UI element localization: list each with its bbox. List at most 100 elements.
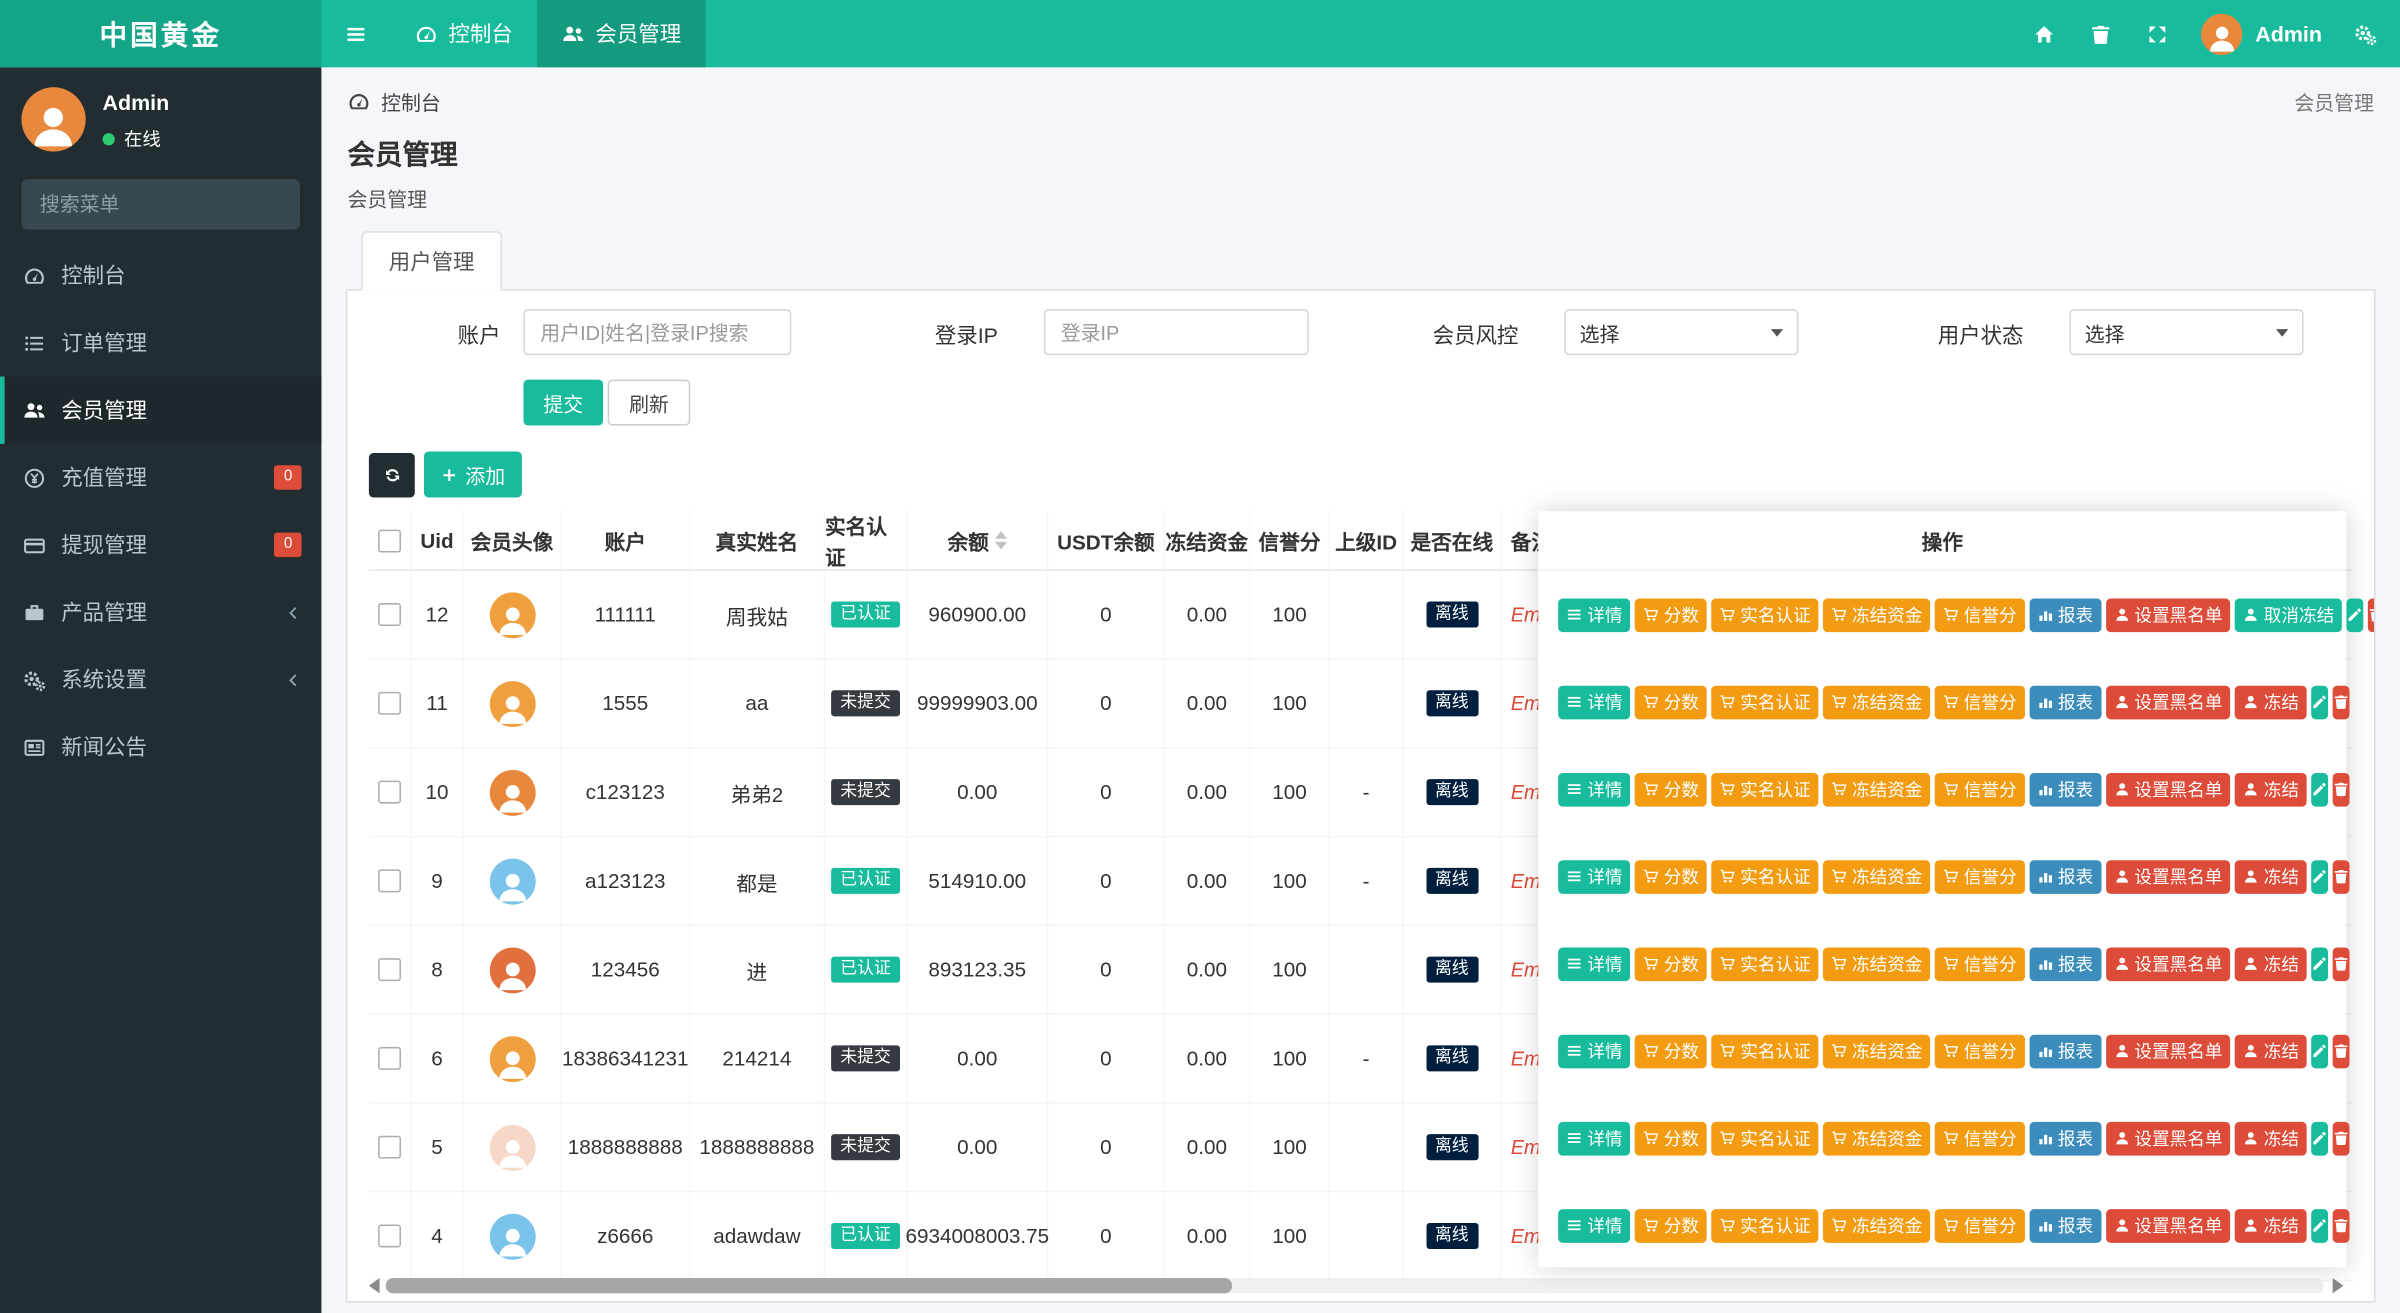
sidebar-item-news[interactable]: 新闻公告	[0, 713, 321, 780]
delete-button[interactable]	[2332, 859, 2350, 894]
freeze-funds-button[interactable]: 冻结资金	[1822, 597, 1931, 632]
status-select[interactable]: 选择	[2069, 309, 2304, 356]
score-button[interactable]: 分数	[1634, 772, 1707, 806]
freeze-button[interactable]: 冻结	[2234, 859, 2307, 894]
account-search-input[interactable]	[523, 309, 792, 356]
blacklist-button[interactable]: 设置黑名单	[2105, 859, 2231, 894]
detail-button[interactable]: 详情	[1558, 1121, 1631, 1155]
menu-search-input[interactable]	[21, 179, 300, 230]
verify-button[interactable]: 实名认证	[1711, 859, 1819, 894]
edit-button[interactable]	[2311, 946, 2329, 981]
detail-button[interactable]: 详情	[1558, 1033, 1631, 1068]
edit-button[interactable]	[2346, 597, 2364, 632]
detail-button[interactable]: 详情	[1558, 772, 1631, 806]
report-button[interactable]: 报表	[2028, 859, 2101, 894]
scrollbar-track[interactable]	[385, 1278, 2324, 1294]
verify-button[interactable]: 实名认证	[1711, 772, 1819, 806]
verify-button[interactable]: 实名认证	[1711, 597, 1819, 632]
score-button[interactable]: 分数	[1634, 597, 1707, 632]
row-checkbox[interactable]	[378, 869, 402, 893]
score-button[interactable]: 分数	[1634, 859, 1707, 894]
sidebar-item-dashboard[interactable]: 控制台	[0, 242, 321, 309]
login-ip-input[interactable]	[1043, 309, 1309, 356]
row-checkbox[interactable]	[378, 603, 402, 627]
score-button[interactable]: 分数	[1634, 1208, 1707, 1243]
blacklist-button[interactable]: 设置黑名单	[2105, 684, 2231, 719]
freeze-funds-button[interactable]: 冻结资金	[1822, 1121, 1931, 1155]
detail-button[interactable]: 详情	[1558, 597, 1631, 632]
edit-button[interactable]	[2311, 859, 2329, 894]
row-checkbox[interactable]	[378, 1046, 402, 1070]
select-all-checkbox[interactable]	[378, 528, 402, 552]
detail-button[interactable]: 详情	[1558, 859, 1631, 894]
scroll-right-arrow[interactable]	[2332, 1278, 2344, 1294]
sidebar-item-recharge[interactable]: 充值管理 0	[0, 444, 321, 511]
submit-button[interactable]: 提交	[523, 379, 604, 426]
edit-button[interactable]	[2311, 1121, 2329, 1155]
freeze-funds-button[interactable]: 冻结资金	[1822, 772, 1931, 806]
sidebar-toggle-button[interactable]	[321, 0, 390, 67]
freeze-funds-button[interactable]: 冻结资金	[1822, 1033, 1931, 1068]
blacklist-button[interactable]: 设置黑名单	[2105, 946, 2231, 981]
blacklist-button[interactable]: 设置黑名单	[2105, 597, 2231, 632]
scroll-left-arrow[interactable]	[368, 1278, 380, 1294]
credit-button[interactable]: 信誉分	[1934, 946, 2025, 981]
sidebar-item-withdraw[interactable]: 提现管理 0	[0, 511, 321, 578]
delete-button[interactable]	[2332, 772, 2350, 806]
row-checkbox[interactable]	[378, 1135, 402, 1159]
blacklist-button[interactable]: 设置黑名单	[2105, 1121, 2231, 1155]
blacklist-button[interactable]: 设置黑名单	[2105, 772, 2231, 806]
tab-user-management[interactable]: 用户管理	[361, 231, 503, 291]
breadcrumb-dashboard[interactable]: 控制台	[347, 87, 441, 116]
freeze-funds-button[interactable]: 冻结资金	[1822, 859, 1931, 894]
row-checkbox[interactable]	[378, 958, 402, 982]
settings-button[interactable]	[2337, 0, 2394, 67]
delete-button[interactable]	[2332, 1121, 2350, 1155]
delete-button[interactable]	[2367, 597, 2374, 632]
report-button[interactable]: 报表	[2028, 684, 2101, 719]
credit-button[interactable]: 信誉分	[1934, 597, 2025, 632]
report-button[interactable]: 报表	[2028, 1208, 2101, 1243]
freeze-button[interactable]: 冻结	[2234, 1033, 2307, 1068]
row-checkbox[interactable]	[378, 691, 402, 715]
freeze-funds-button[interactable]: 冻结资金	[1822, 684, 1931, 719]
user-menu[interactable]: Admin	[2186, 13, 2337, 55]
scrollbar-thumb[interactable]	[385, 1278, 1233, 1294]
sidebar-item-settings[interactable]: 系统设置	[0, 646, 321, 713]
report-button[interactable]: 报表	[2028, 1121, 2101, 1155]
delete-button[interactable]	[2332, 1033, 2350, 1068]
credit-button[interactable]: 信誉分	[1934, 1033, 2025, 1068]
verify-button[interactable]: 实名认证	[1711, 684, 1819, 719]
verify-button[interactable]: 实名认证	[1711, 1208, 1819, 1243]
freeze-funds-button[interactable]: 冻结资金	[1822, 946, 1931, 981]
freeze-button[interactable]: 取消冻结	[2234, 597, 2342, 632]
nav-item-dashboard[interactable]: 控制台	[390, 0, 537, 67]
report-button[interactable]: 报表	[2028, 946, 2101, 981]
refresh-button[interactable]: 刷新	[607, 379, 691, 426]
sidebar-item-products[interactable]: 产品管理	[0, 579, 321, 646]
freeze-button[interactable]: 冻结	[2234, 1208, 2307, 1243]
edit-button[interactable]	[2311, 1033, 2329, 1068]
score-button[interactable]: 分数	[1634, 1033, 1707, 1068]
sort-icons[interactable]	[994, 531, 1008, 550]
credit-button[interactable]: 信誉分	[1934, 772, 2025, 806]
detail-button[interactable]: 详情	[1558, 946, 1631, 981]
add-member-button[interactable]: 添加	[423, 451, 522, 498]
row-checkbox[interactable]	[378, 780, 402, 804]
delete-button[interactable]	[2332, 684, 2350, 719]
verify-button[interactable]: 实名认证	[1711, 946, 1819, 981]
edit-button[interactable]	[2311, 684, 2329, 719]
credit-button[interactable]: 信誉分	[1934, 859, 2025, 894]
fullscreen-button[interactable]	[2130, 0, 2187, 67]
detail-button[interactable]: 详情	[1558, 684, 1631, 719]
report-button[interactable]: 报表	[2028, 772, 2101, 806]
freeze-button[interactable]: 冻结	[2234, 772, 2307, 806]
report-button[interactable]: 报表	[2028, 597, 2101, 632]
header-balance[interactable]: 余额	[908, 511, 1049, 570]
delete-button[interactable]	[2332, 946, 2350, 981]
detail-button[interactable]: 详情	[1558, 1208, 1631, 1243]
sidebar-item-orders[interactable]: 订单管理	[0, 309, 321, 376]
home-button[interactable]	[2016, 0, 2073, 67]
nav-item-members[interactable]: 会员管理	[537, 0, 706, 68]
score-button[interactable]: 分数	[1634, 946, 1707, 981]
